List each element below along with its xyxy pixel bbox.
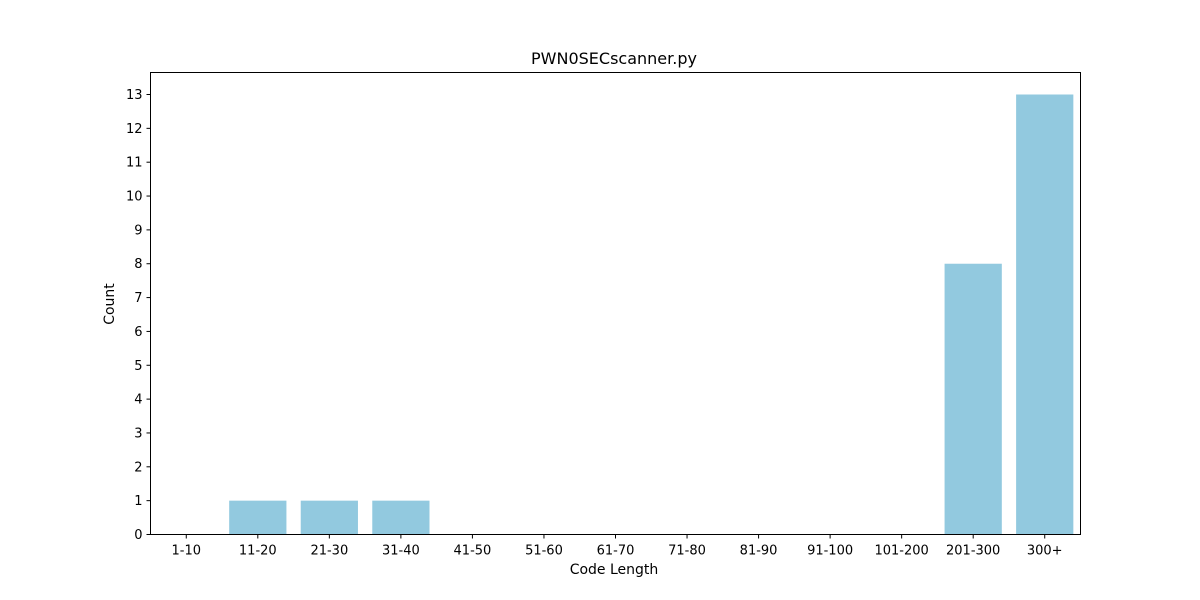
x-tick-label: 61-70 xyxy=(597,544,635,559)
y-axis-label: Count xyxy=(102,283,118,325)
y-tick-label: 10 xyxy=(126,190,143,205)
x-tick-label: 1-10 xyxy=(172,544,202,559)
y-tick-label: 12 xyxy=(126,122,143,137)
x-tick-label: 91-100 xyxy=(807,544,853,559)
y-tick-label: 7 xyxy=(134,291,142,306)
x-tick-label: 201-300 xyxy=(946,544,1000,559)
x-axis-label: Code Length xyxy=(570,562,659,578)
y-tick-label: 9 xyxy=(134,223,142,238)
plot-frame xyxy=(150,72,1081,535)
x-tick-label: 300+ xyxy=(1027,544,1063,559)
y-tick-label: 11 xyxy=(126,156,143,171)
bar-31-40 xyxy=(372,500,430,535)
y-tick-label: 8 xyxy=(134,257,142,272)
y-tick-label: 0 xyxy=(134,528,142,543)
bar-300+ xyxy=(1016,94,1074,535)
bar-201-300 xyxy=(944,263,1002,535)
y-tick-label: 3 xyxy=(134,426,142,441)
x-axis: 1-10 11-20 21-30 31-40 41-50 51-60 61-70 71-80 8… xyxy=(172,534,1063,559)
x-tick-label: 71-80 xyxy=(668,544,706,559)
bars-group xyxy=(229,94,1074,535)
bar-11-20 xyxy=(229,500,287,535)
chart-title: PWN0SECscanner.py xyxy=(531,49,697,68)
x-tick-label: 51-60 xyxy=(525,544,563,559)
y-tick-label: 4 xyxy=(134,393,142,408)
y-tick-label: 2 xyxy=(134,460,142,475)
x-tick-label: 101-200 xyxy=(874,544,928,559)
y-tick-label: 13 xyxy=(126,88,143,103)
bar-21-30 xyxy=(300,500,358,535)
y-tick-label: 5 xyxy=(134,359,142,374)
x-tick-label: 21-30 xyxy=(310,544,348,559)
x-tick-label: 81-90 xyxy=(740,544,778,559)
x-tick-label: 11-20 xyxy=(239,544,277,559)
y-tick-label: 6 xyxy=(134,325,142,340)
x-tick-label: 31-40 xyxy=(382,544,420,559)
x-tick-label: 41-50 xyxy=(454,544,492,559)
y-tick-label: 1 xyxy=(134,494,142,509)
